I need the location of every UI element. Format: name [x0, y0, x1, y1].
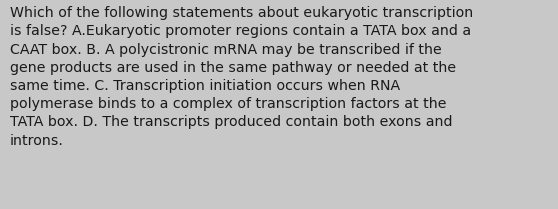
Text: Which of the following statements about eukaryotic transcription
is false? A.Euk: Which of the following statements about …	[10, 6, 473, 148]
